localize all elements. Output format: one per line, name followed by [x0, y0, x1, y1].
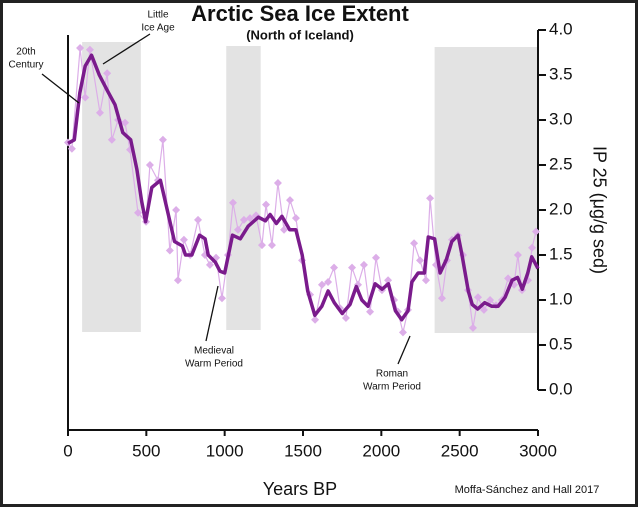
y-tick-label: 1.0 [549, 289, 573, 308]
x-tick-label: 0 [63, 441, 72, 460]
raw-point [239, 215, 248, 224]
raw-point [165, 246, 174, 255]
raw-point [173, 276, 182, 285]
raw-point [81, 93, 90, 102]
y-tick-label: 2.5 [549, 154, 573, 173]
annotation: Roman [376, 369, 408, 380]
raw-point [531, 227, 540, 236]
annotation: 20th [16, 47, 35, 58]
raw-point [205, 260, 214, 269]
annotation-pointer [397, 335, 411, 365]
raw-point [504, 274, 513, 283]
raw-point [95, 108, 104, 117]
raw-point [134, 208, 143, 217]
annotation: Medieval [194, 346, 234, 357]
raw-point [311, 315, 320, 324]
raw-point [67, 144, 76, 153]
annotation-pointer [102, 33, 151, 65]
annotation: Ice Age [141, 23, 175, 34]
raw-point [372, 253, 381, 262]
y-tick-label: 4.0 [549, 19, 573, 38]
raw-point [273, 179, 282, 187]
raw-point [486, 296, 495, 304]
raw-point [158, 135, 167, 144]
raw-point [528, 243, 537, 252]
y-tick-label: 0.5 [549, 334, 573, 353]
raw-point [145, 161, 154, 169]
x-tick-label: 1000 [206, 441, 244, 460]
raw-point [398, 328, 407, 337]
raw-point [267, 241, 276, 250]
x-axis-label: Years BP [263, 479, 337, 499]
raw-point [218, 294, 227, 303]
raw-point [416, 256, 425, 265]
raw-point [228, 198, 237, 207]
raw-point [121, 118, 130, 127]
raw-point [468, 323, 477, 332]
raw-point [317, 280, 326, 289]
raw-point [233, 225, 242, 234]
y-tick-label: 3.0 [549, 109, 573, 128]
raw-point [341, 314, 350, 322]
x-tick-label: 500 [132, 441, 160, 460]
raw-point [85, 45, 94, 54]
annotation: Warm Period [363, 382, 421, 393]
smoothed-line [67, 53, 540, 322]
chart-title: Arctic Sea Ice Extent [191, 1, 409, 26]
raw-point [285, 196, 294, 205]
raw-point [426, 194, 435, 203]
raw-point [330, 263, 339, 272]
raw-point [194, 215, 203, 224]
raw-point [479, 305, 488, 314]
raw-point [179, 235, 188, 244]
raw-point [246, 214, 255, 223]
raw-point [262, 200, 271, 209]
raw-point [437, 294, 446, 303]
annotation-pointer [41, 73, 80, 104]
raw-point [280, 225, 289, 234]
annotation: Warm Period [185, 359, 243, 370]
raw-point [421, 276, 430, 285]
annotation-pointer [205, 285, 219, 342]
raw-point [348, 263, 357, 272]
source: Moffa-Sánchez and Hall 2017 [455, 484, 600, 496]
y-tick-label: 2.0 [549, 199, 573, 218]
raw-point [324, 278, 333, 286]
chart-subtitle: (North of Iceland) [246, 27, 354, 42]
raw-point [513, 251, 522, 259]
raw-point [359, 260, 368, 269]
raw-point [410, 239, 419, 248]
raw-point [291, 214, 300, 223]
raw-point [257, 241, 266, 250]
raw-point [76, 44, 85, 52]
annotation: Little [147, 10, 169, 21]
x-tick-label: 2500 [441, 441, 479, 460]
shaded-period [226, 46, 261, 330]
raw-point [384, 276, 393, 285]
raw-point [103, 69, 112, 78]
x-tick-label: 2000 [362, 441, 400, 460]
y-axis-label: IP 25 (μg/g sed) [589, 146, 609, 274]
raw-point [107, 135, 116, 144]
y-tick-label: 1.5 [549, 244, 573, 263]
raw-point [473, 293, 482, 302]
y-tick-label: 3.5 [549, 64, 573, 83]
raw-point [172, 206, 181, 214]
annotation: Century [8, 60, 43, 71]
raw-point [366, 307, 375, 316]
y-tick-label: 0.0 [549, 379, 573, 398]
x-tick-label: 3000 [519, 441, 557, 460]
shaded-period [82, 42, 141, 332]
x-tick-label: 1500 [284, 441, 322, 460]
